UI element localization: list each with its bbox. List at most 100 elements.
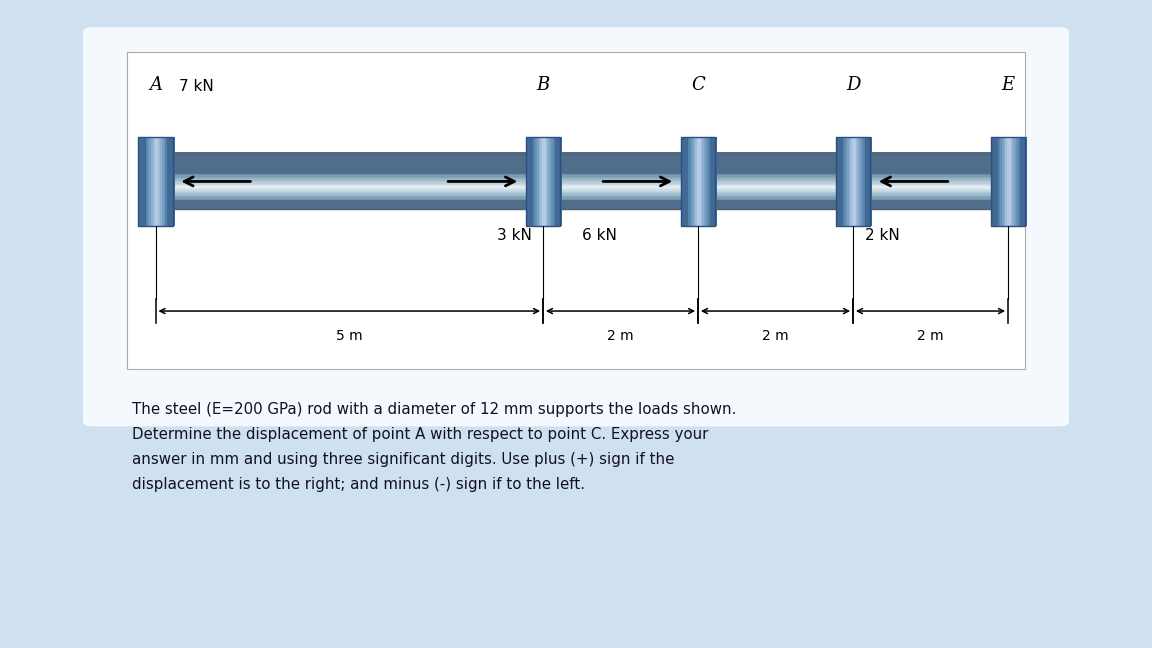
Text: 7 kN: 7 kN xyxy=(179,79,213,94)
Bar xyxy=(154,137,157,226)
Text: D: D xyxy=(846,76,861,94)
Bar xyxy=(840,137,842,226)
Bar xyxy=(156,198,1008,200)
Bar xyxy=(157,137,159,226)
Bar xyxy=(556,137,559,226)
Bar xyxy=(169,137,172,226)
Bar xyxy=(696,137,698,226)
Bar xyxy=(156,181,1008,183)
Bar xyxy=(528,137,530,226)
Bar xyxy=(684,137,687,226)
Bar xyxy=(865,137,867,226)
Text: 2 kN: 2 kN xyxy=(864,228,900,243)
Bar xyxy=(170,137,173,226)
Bar xyxy=(173,137,175,226)
Text: The steel (E=200 GPa) rod with a diameter of 12 mm supports the loads shown.
Det: The steel (E=200 GPa) rod with a diamete… xyxy=(132,402,737,492)
Bar xyxy=(991,137,1025,226)
Bar xyxy=(836,137,839,226)
Bar xyxy=(554,137,556,226)
Bar xyxy=(704,137,706,226)
Bar xyxy=(713,137,715,226)
Bar xyxy=(151,137,153,226)
Bar xyxy=(715,137,718,226)
Bar xyxy=(1010,137,1013,226)
Bar xyxy=(854,137,856,226)
Bar xyxy=(156,165,1008,167)
Bar xyxy=(710,137,712,226)
Text: A: A xyxy=(149,76,162,94)
Bar xyxy=(156,207,1008,209)
Text: 2 m: 2 m xyxy=(607,329,634,343)
Text: B: B xyxy=(537,76,550,94)
Bar xyxy=(849,137,851,226)
Bar xyxy=(540,137,543,226)
Bar xyxy=(156,200,1008,202)
Bar xyxy=(144,137,146,226)
Bar xyxy=(156,176,1008,178)
Bar xyxy=(156,168,1008,170)
Bar xyxy=(537,137,539,226)
Bar xyxy=(699,137,702,226)
Bar xyxy=(991,137,993,226)
Bar xyxy=(164,137,166,226)
Bar xyxy=(153,137,156,226)
Bar xyxy=(160,137,162,226)
Bar xyxy=(166,137,168,226)
Bar xyxy=(156,174,1008,176)
Bar xyxy=(138,137,141,226)
Bar xyxy=(691,137,694,226)
Bar xyxy=(1020,137,1022,226)
Bar xyxy=(546,137,548,226)
Bar xyxy=(863,137,865,226)
Bar xyxy=(156,205,1008,207)
Bar xyxy=(843,137,846,226)
Bar xyxy=(1014,137,1016,226)
Text: 5 m: 5 m xyxy=(336,329,363,343)
Bar xyxy=(156,191,1008,193)
Bar xyxy=(526,137,529,226)
Bar xyxy=(533,137,536,226)
Bar xyxy=(694,137,696,226)
Bar xyxy=(156,152,1008,154)
Bar xyxy=(544,137,546,226)
Bar xyxy=(156,184,1008,187)
Bar xyxy=(681,137,683,226)
Bar xyxy=(993,137,995,226)
Text: 2 m: 2 m xyxy=(917,329,943,343)
Bar xyxy=(551,137,553,226)
Bar xyxy=(156,194,1008,196)
Bar xyxy=(156,163,1008,165)
Bar xyxy=(870,137,872,226)
Bar xyxy=(156,204,1008,206)
Bar xyxy=(156,162,1008,164)
Bar xyxy=(156,189,1008,191)
Bar xyxy=(1002,137,1005,226)
Text: 6 kN: 6 kN xyxy=(582,228,616,243)
Bar xyxy=(1003,137,1006,226)
Bar xyxy=(859,137,862,226)
Bar xyxy=(156,155,1008,157)
Bar xyxy=(683,137,685,226)
Bar xyxy=(156,197,1008,199)
Bar xyxy=(841,137,843,226)
Bar xyxy=(836,137,870,226)
Text: C: C xyxy=(691,76,705,94)
Bar xyxy=(850,137,852,226)
Bar xyxy=(156,161,1008,163)
Bar xyxy=(543,137,545,226)
Bar xyxy=(838,137,840,226)
Bar xyxy=(869,137,871,226)
Bar xyxy=(712,137,714,226)
Bar xyxy=(145,137,147,226)
Bar xyxy=(861,137,863,226)
Bar xyxy=(559,137,561,226)
Bar xyxy=(530,137,532,226)
Bar xyxy=(167,137,169,226)
Bar xyxy=(857,137,859,226)
Bar xyxy=(156,166,1008,168)
Bar xyxy=(158,137,160,226)
Bar xyxy=(553,137,555,226)
Bar xyxy=(156,186,1008,188)
Text: 2 m: 2 m xyxy=(763,329,789,343)
Bar xyxy=(697,137,699,226)
